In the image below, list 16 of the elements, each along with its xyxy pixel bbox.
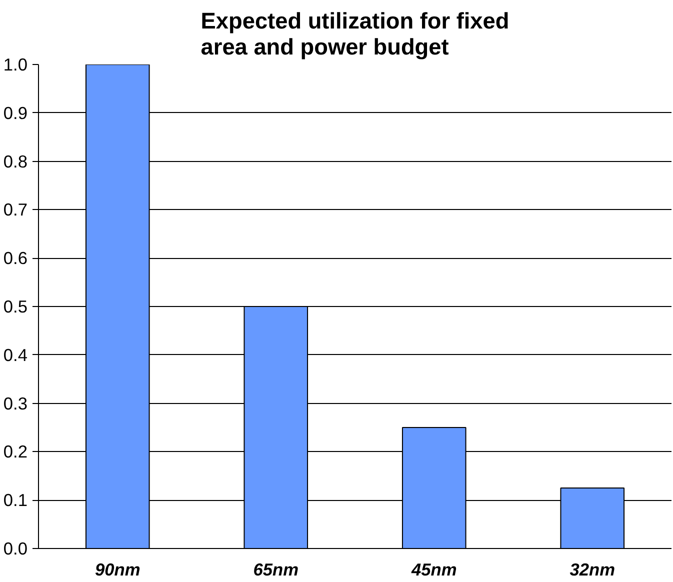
y-tick-label: 0.2 [3,442,28,462]
y-tick-label: 0.6 [3,248,28,268]
y-tick-label: 0.4 [3,344,28,365]
x-tick-label: 32nm [570,560,616,580]
y-tick-label: 0.5 [3,296,28,316]
y-tick-label: 0.3 [3,393,28,414]
y-tick-label: 0.1 [3,490,28,510]
y-tick-label: 0.7 [3,200,28,220]
y-tick-label: 0.8 [3,151,28,172]
x-tick-label: 65nm [253,560,299,580]
chart-title: Expected utilization for fixed area and power budget [200,8,510,60]
x-tick-label: 90nm [94,560,140,580]
y-tick-label: 0.0 [3,538,28,558]
y-tick-label: 1.0 [3,54,28,74]
y-tick-label: 0.9 [3,102,28,123]
x-tick-label: 45nm [410,560,457,580]
